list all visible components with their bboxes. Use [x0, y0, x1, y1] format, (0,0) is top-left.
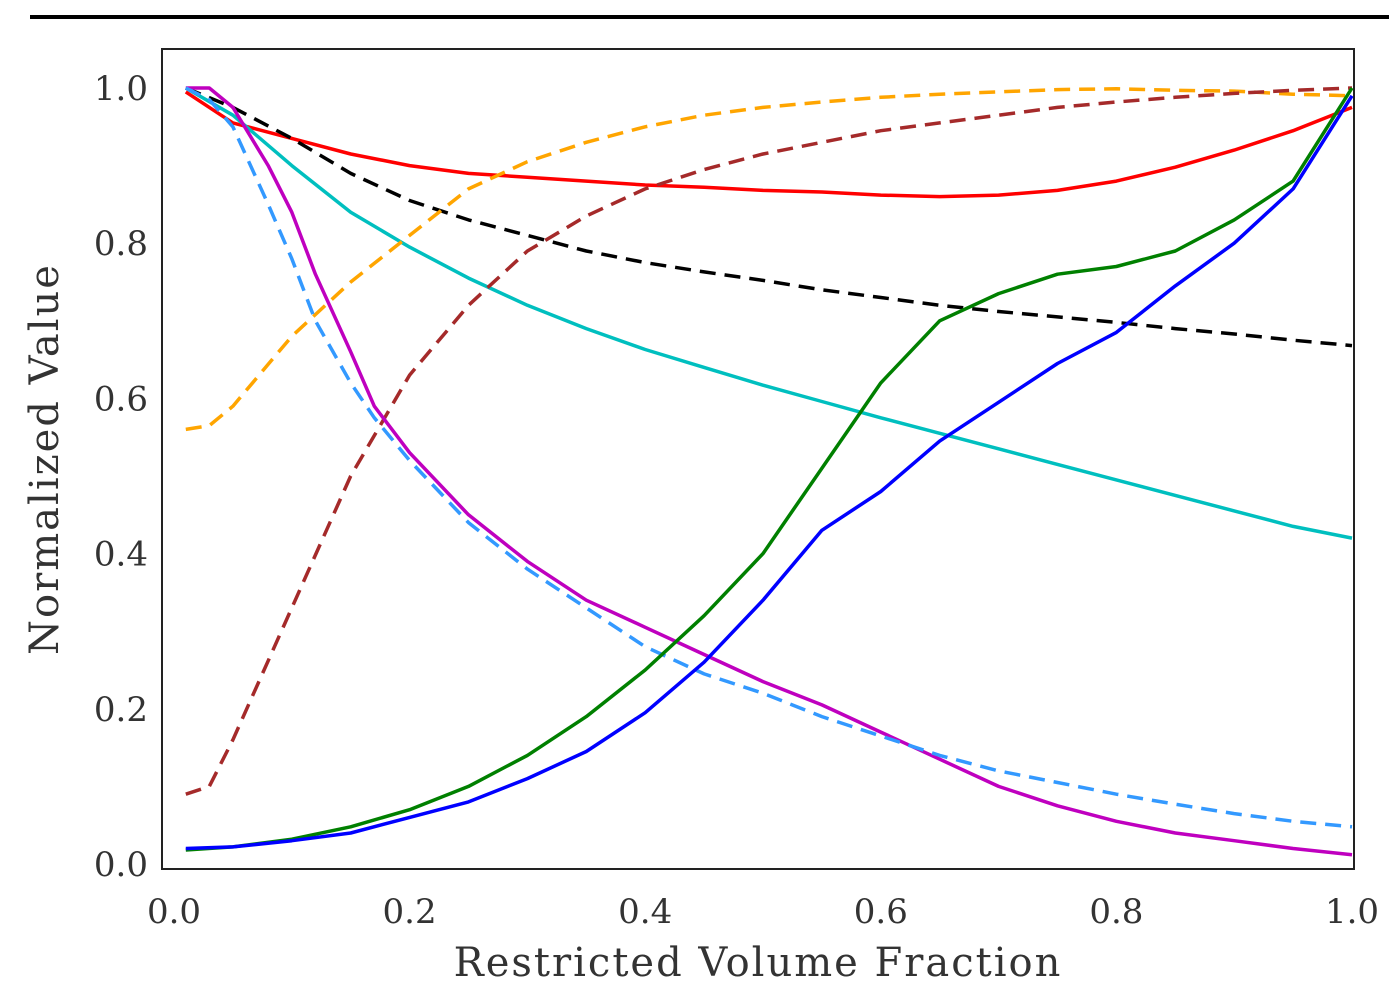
- y-tick-label: 1.0: [94, 69, 148, 109]
- y-axis-ticks: 0.0 0.2 0.4 0.6 0.8 1.0: [94, 69, 148, 885]
- x-tick-label: 0.0: [147, 892, 201, 932]
- series-line-3: [185, 86, 1353, 348]
- x-tick-label: 0.6: [854, 892, 908, 932]
- x-tick-label: 0.4: [618, 892, 672, 932]
- series-line-1: [184, 90, 1353, 199]
- x-tick-label: 0.8: [1089, 892, 1143, 932]
- y-axis-title: Normalized Value: [22, 263, 68, 655]
- y-tick-label: 0.6: [94, 379, 148, 419]
- series-line-7: [185, 86, 1353, 829]
- series-line-9: [185, 94, 1354, 851]
- series-line-2: [184, 86, 1353, 540]
- series-line-4: [185, 87, 1353, 432]
- series-line-8: [185, 87, 1354, 852]
- series-line-6: [185, 86, 1353, 857]
- series-layer: [184, 86, 1354, 857]
- y-tick-label: 0.0: [94, 845, 148, 885]
- x-axis-title: Restricted Volume Fraction: [454, 940, 1063, 986]
- y-tick-label: 0.4: [94, 535, 148, 575]
- y-tick-label: 0.2: [94, 690, 148, 730]
- plot-frame: [161, 48, 1355, 870]
- x-tick-label: 1.0: [1325, 892, 1379, 932]
- x-axis-ticks: 0.0 0.2 0.4 0.6 0.8 1.0: [147, 892, 1379, 932]
- series-line-5: [185, 86, 1353, 796]
- y-tick-label: 0.8: [94, 224, 148, 264]
- x-tick-label: 0.2: [383, 892, 437, 932]
